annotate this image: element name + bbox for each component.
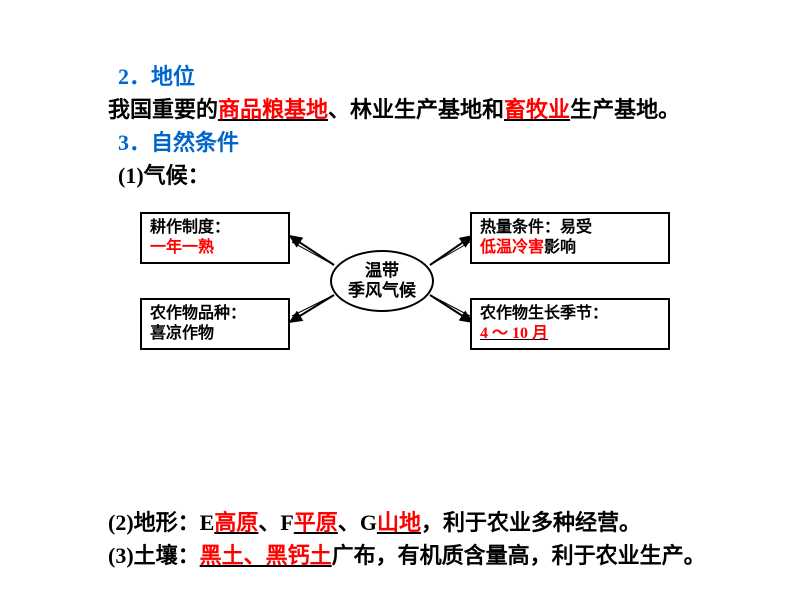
sub3-prefix: (3)土壤： (108, 543, 200, 568)
section-3-title: 自然条件 (151, 130, 239, 155)
sub-2-terrain: (2)地形：E高原、F平原、G山地，利于农业多种经营。 (60, 506, 740, 539)
br-label: 农作物生长季节： (480, 305, 608, 322)
blank-husbandry: 畜牧业 (504, 97, 570, 122)
box-farming-system: 耕作制度： 一年一熟 (140, 212, 290, 264)
section-3-number: 3． (118, 130, 151, 155)
sub2-prefix: (2)地形：E (108, 510, 214, 535)
bl-line1: 农作物品种： (150, 305, 246, 322)
sub3-suffix: 广布，有机质含量高，利于农业生产。 (332, 543, 706, 568)
slide-content: 2．地位 我国重要的商品粮基地、林业生产基地和畜牧业生产基地。 3．自然条件 (… (0, 0, 800, 352)
bottom-answers: (2)地形：E高原、F平原、G山地，利于农业多种经营。 (3)土壤：黑土、黑钙土… (0, 506, 800, 600)
tr-suffix: 影响 (544, 239, 576, 256)
bl-line2: 喜凉作物 (150, 325, 214, 342)
tr-value: 低温冷害 (480, 239, 544, 256)
paragraph-position: 我国重要的商品粮基地、林业生产基地和畜牧业生产基地。 (60, 93, 740, 126)
section-2-title: 地位 (151, 64, 195, 89)
section-2-number: 2． (118, 64, 151, 89)
arrow-tl (284, 230, 344, 270)
para1-prefix: 我国重要的 (108, 97, 218, 122)
para1-suffix: 生产基地。 (570, 97, 680, 122)
box-heat-condition: 热量条件：易受 低温冷害影响 (470, 212, 670, 264)
climate-diagram: 温带 季风气候 耕作制度： 一年一熟 农作物品种： 喜凉作物 热量条件：易受 低… (120, 202, 680, 352)
sub2-midF: 、F (258, 510, 293, 535)
blank-soil: 黑土、黑钙土 (200, 543, 332, 568)
box-growing-season: 农作物生长季节： 4 ～ 10 月 (470, 298, 670, 350)
blank-f: 平原 (294, 510, 338, 535)
sub2-suffix: ，利于农业多种经营。 (421, 510, 641, 535)
sub-3-soil: (3)土壤：黑土、黑钙土广布，有机质含量高，利于农业生产。 (60, 539, 740, 572)
sub2-midG: 、G (338, 510, 377, 535)
br-value: 4 ～ 10 月 (480, 325, 548, 342)
sub-1-climate: (1)气候： (118, 159, 740, 192)
blank-e: 高原 (214, 510, 258, 535)
section-3-heading: 3．自然条件 (118, 126, 740, 159)
diagram-center-node: 温带 季风气候 (330, 250, 434, 312)
tl-value: 一年一熟 (150, 239, 214, 256)
center-line2: 季风气候 (348, 281, 416, 301)
section-2-heading: 2．地位 (118, 60, 740, 93)
box-crop-variety: 农作物品种： 喜凉作物 (140, 298, 290, 350)
sub1-label: (1)气候： (118, 163, 210, 188)
center-line1: 温带 (365, 261, 399, 281)
tl-label: 耕作制度： (150, 219, 230, 236)
blank-g: 山地 (377, 510, 421, 535)
para1-mid: 、林业生产基地和 (328, 97, 504, 122)
tr-prefix: 热量条件：易受 (480, 219, 592, 236)
blank-commodity-grain: 商品粮基地 (218, 97, 328, 122)
arrow-bl (284, 290, 344, 330)
